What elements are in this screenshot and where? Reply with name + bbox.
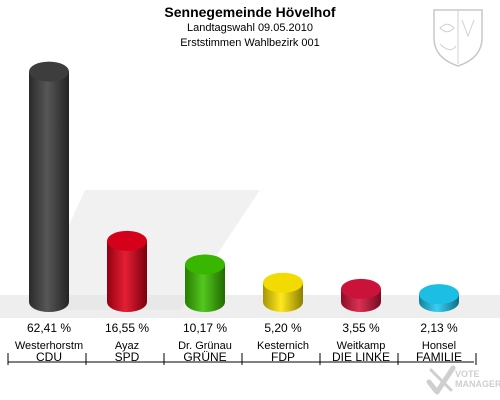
- coat-of-arms-icon: [433, 9, 483, 67]
- candidate-label: Dr. Grünau: [178, 340, 232, 352]
- party-label: FAMILIE: [416, 350, 462, 364]
- value-label: 3,55 %: [342, 321, 380, 335]
- watermark-line-2: MANAGER: [455, 379, 500, 389]
- vote-manager-logo-icon: [426, 365, 456, 395]
- bar-top-familie: [419, 284, 459, 305]
- bar-grüne: [185, 264, 225, 312]
- bar-top-fdp: [263, 272, 303, 293]
- party-label: FDP: [271, 350, 295, 364]
- bar-top-grüne: [185, 254, 225, 275]
- watermark-line-1: VOTE: [455, 369, 480, 379]
- value-label: 10,17 %: [183, 321, 227, 335]
- vote-manager-watermark: VOTE MANAGER: [455, 369, 500, 389]
- chart-subtitle-district: Erststimmen Wahlbezirk 001: [180, 37, 320, 49]
- bar-top-die-linke: [341, 278, 381, 299]
- value-label: 2,13 %: [420, 321, 458, 335]
- chart-title: Sennegemeinde Hövelhof: [164, 4, 336, 20]
- bar-top-cdu: [29, 61, 69, 82]
- party-label: SPD: [115, 350, 140, 364]
- candidate-label: Ayaz: [115, 340, 139, 352]
- candidate-label: Westerhorstm: [15, 340, 83, 352]
- candidate-label: Honsel: [422, 340, 456, 352]
- candidate-label: Weitkamp: [337, 340, 386, 352]
- value-label: 16,55 %: [105, 321, 149, 335]
- party-label: GRÜNE: [183, 350, 226, 364]
- party-label: DIE LINKE: [332, 350, 390, 364]
- bar-top-spd: [107, 230, 147, 251]
- bar-spd: [107, 240, 147, 312]
- value-label: 62,41 %: [27, 321, 71, 335]
- value-label: 5,20 %: [264, 321, 302, 335]
- party-label: CDU: [36, 350, 62, 364]
- candidate-label: Kesternich: [257, 340, 309, 352]
- bar-cdu: [29, 71, 69, 312]
- chart-subtitle-election: Landtagswahl 09.05.2010: [187, 22, 313, 34]
